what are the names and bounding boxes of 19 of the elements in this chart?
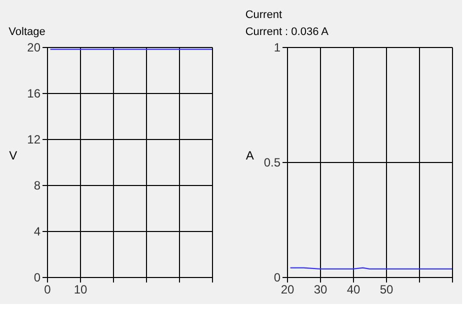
x-tick-label: 50 <box>380 282 394 296</box>
y-tick-label: 16 <box>27 86 41 100</box>
x-tick-label: 10 <box>74 282 88 296</box>
y-tick-label: 0 <box>34 270 41 284</box>
y-axis-title: A <box>246 148 254 162</box>
chart-title: Voltage <box>8 26 46 38</box>
x-tick-label: 40 <box>346 282 360 296</box>
y-tick-label: 0.5 <box>264 156 281 170</box>
chart-title: Current <box>245 9 282 21</box>
x-tick-label: 0 <box>44 282 52 296</box>
y-axis-title: V <box>9 148 18 162</box>
y-tick-label: 1 <box>274 40 281 54</box>
y-tick-label: 8 <box>34 178 41 192</box>
y-tick-label: 4 <box>34 224 41 238</box>
text: Current : 0.036 A <box>245 26 330 38</box>
y-tick-label: 20 <box>27 40 41 54</box>
y-tick-label: 12 <box>27 132 41 146</box>
y-tick-label: 0 <box>274 270 281 284</box>
x-tick-label: 30 <box>314 282 328 296</box>
